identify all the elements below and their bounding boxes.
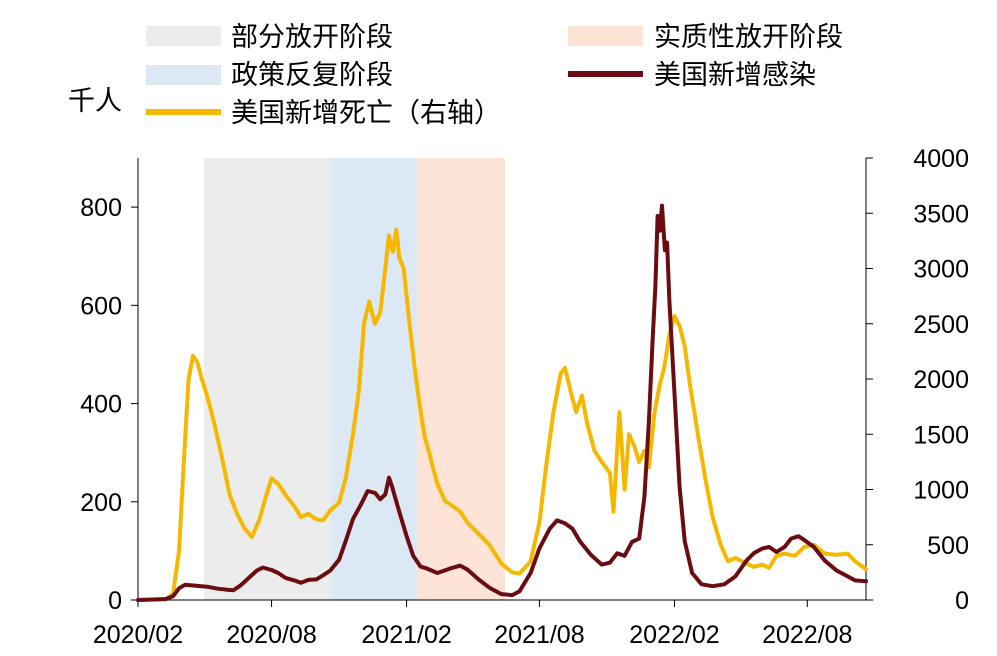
right-axis-tick-label: 3500 — [913, 200, 969, 228]
legend-label-partial-open: 部分放开阶段 — [231, 22, 393, 53]
left-axis-unit-label: 千人 — [68, 86, 122, 117]
right-axis-tick-label: 3000 — [913, 256, 969, 284]
legend-swatch-substantive-open — [568, 26, 643, 46]
legend-label-deaths: 美国新增死亡（右轴） — [231, 98, 501, 129]
x-axis-tick-label: 2022/08 — [762, 621, 852, 649]
x-axis-tick-label: 2020/02 — [93, 621, 183, 649]
legend-label-substantive-open: 实质性放开阶段 — [654, 22, 843, 53]
shaded-periods — [204, 158, 505, 600]
left-axis-tick-label: 600 — [80, 292, 122, 320]
right-axis-tick-label: 1500 — [913, 421, 969, 449]
left-axis-tick-label: 0 — [108, 587, 122, 615]
x-axis-tick-label: 2022/02 — [629, 621, 719, 649]
right-axis-tick-label: 1000 — [913, 477, 969, 505]
left-axis-tick-label: 400 — [80, 391, 122, 419]
series-line-cases — [136, 203, 868, 602]
legend-swatch-policy-reversal — [146, 65, 221, 85]
x-axis-ticks: 2020/02 2020/08 2021/02 2021/08 2022/02 2022/… — [93, 600, 852, 649]
x-axis-tick-label: 2020/08 — [226, 621, 316, 649]
x-axis-tick-label: 2021/02 — [361, 621, 451, 649]
series-line-deaths — [136, 227, 868, 602]
legend: 部分放开阶段 政策反复阶段 美国新增死亡（右轴） 实质性放开阶段 美国新增感染 — [146, 22, 843, 129]
left-axis-tick-label: 800 — [80, 194, 122, 222]
left-axis-ticks: 0 200 400 600 800 — [80, 194, 138, 615]
legend-label-cases: 美国新增感染 — [654, 60, 816, 91]
legend-swatch-partial-open — [146, 26, 221, 46]
right-axis-tick-label: 2500 — [913, 311, 969, 339]
right-axis-tick-label: 2000 — [913, 366, 969, 394]
right-axis-tick-label: 0 — [955, 587, 969, 615]
left-axis-tick-label: 200 — [80, 489, 122, 517]
x-axis-tick-label: 2021/08 — [494, 621, 584, 649]
shaded-period-partial-open — [204, 158, 331, 600]
right-axis-tick-label: 500 — [927, 532, 969, 560]
right-axis-tick-label: 4000 — [913, 145, 969, 173]
right-axis-ticks: 0 500 1000 1500 2000 2500 3000 3500 4000 — [866, 145, 969, 615]
legend-label-policy-reversal: 政策反复阶段 — [231, 60, 393, 91]
shaded-period-substantive-open — [416, 158, 505, 600]
